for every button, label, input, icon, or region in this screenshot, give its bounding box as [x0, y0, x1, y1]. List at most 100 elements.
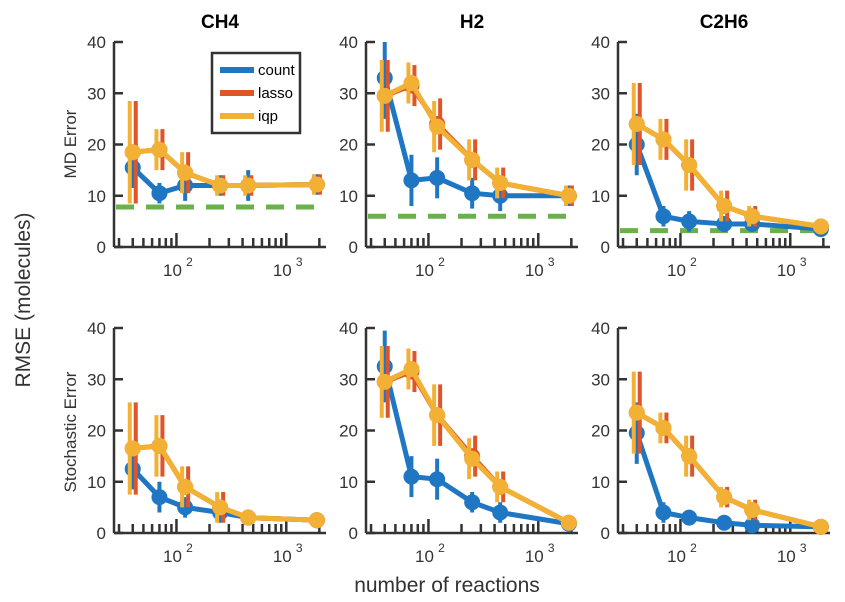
y-tick-label: 20 — [591, 422, 610, 441]
data-point-count — [376, 69, 393, 86]
data-point-iqp — [376, 373, 393, 390]
y-tick-label: 30 — [591, 370, 610, 389]
data-point-iqp — [429, 118, 446, 135]
data-point-count — [151, 489, 168, 506]
x-tick-exponent: 3 — [800, 255, 807, 269]
data-point-iqp — [151, 437, 168, 454]
y-tick-label: 30 — [339, 370, 358, 389]
data-point-iqp — [716, 198, 733, 214]
y-tick-label: 30 — [87, 84, 106, 103]
data-point-iqp — [716, 489, 733, 506]
x-tick-exponent: 2 — [186, 541, 193, 555]
x-tick-label: 10 — [163, 261, 182, 280]
x-tick-label: 10 — [273, 261, 292, 280]
data-point-iqp — [403, 75, 420, 91]
x-tick-label: 10 — [415, 547, 434, 566]
panel-4: 0 10 20 30 40 10 2 10 3 — [87, 319, 326, 566]
y-tick-label: 0 — [601, 238, 610, 257]
y-tick-label: 30 — [87, 370, 106, 389]
x-tick-exponent: 2 — [690, 541, 697, 555]
x-tick-label: 10 — [777, 261, 796, 280]
data-point-iqp — [177, 478, 194, 495]
x-tick-exponent: 2 — [690, 255, 697, 269]
data-point-iqp — [681, 448, 698, 465]
data-point-count — [464, 494, 481, 511]
data-point-count — [628, 425, 645, 442]
x-tick-label: 10 — [667, 261, 686, 280]
data-point-count — [681, 509, 698, 526]
y-tick-label: 40 — [87, 33, 106, 52]
data-point-iqp — [492, 478, 509, 495]
legend-label-lasso: lasso — [258, 85, 293, 102]
panel-1: CH4 0 10 20 30 40 10 2 10 3 — [87, 12, 326, 280]
y-tick-label: 20 — [591, 136, 610, 155]
x-tick-exponent: 3 — [800, 541, 807, 555]
x-tick-label: 10 — [273, 547, 292, 566]
data-point-count — [151, 185, 168, 202]
row-label-stochastic-error: Stochastic Error — [61, 371, 80, 492]
x-tick-exponent: 2 — [186, 255, 193, 269]
y-tick-label: 30 — [339, 84, 358, 103]
y-tick-label: 0 — [97, 524, 106, 543]
legend-label-count: count — [258, 62, 296, 79]
y-tick-label: 40 — [591, 33, 610, 52]
panel-title: H2 — [460, 12, 484, 33]
series-iqp — [628, 83, 829, 235]
figure-ylabel: RMSE (molecules) — [12, 212, 35, 387]
x-tick-exponent: 3 — [296, 255, 303, 269]
series-iqp — [376, 59, 577, 206]
y-tick-label: 40 — [591, 319, 610, 338]
data-point-count — [628, 136, 645, 153]
data-point-iqp — [744, 208, 761, 225]
data-point-iqp — [812, 518, 829, 535]
data-point-iqp — [560, 514, 577, 531]
data-point-iqp — [681, 157, 698, 173]
y-tick-label: 20 — [87, 422, 106, 441]
x-tick-exponent: 3 — [548, 255, 555, 269]
data-point-count — [744, 517, 761, 534]
y-tick-label: 0 — [349, 238, 358, 257]
y-tick-label: 0 — [601, 524, 610, 543]
panel-2: H2 0 10 20 30 40 10 2 10 3 — [339, 12, 578, 280]
data-point-count — [403, 468, 420, 485]
data-point-iqp — [308, 512, 325, 529]
x-tick-label: 10 — [777, 547, 796, 566]
series-line-count — [382, 77, 569, 199]
panel-6: 0 10 20 30 40 10 2 10 3 — [591, 319, 830, 566]
data-point-iqp — [464, 151, 481, 168]
data-point-iqp — [812, 218, 829, 235]
data-point-count — [403, 172, 420, 189]
data-point-count — [492, 504, 509, 521]
y-tick-label: 40 — [339, 33, 358, 52]
data-point-count — [429, 471, 446, 488]
data-point-count — [716, 514, 733, 531]
data-point-iqp — [429, 407, 446, 424]
y-tick-label: 0 — [349, 524, 358, 543]
data-point-iqp — [464, 450, 481, 467]
y-tick-label: 10 — [339, 473, 358, 492]
data-point-count — [376, 358, 393, 375]
data-point-count — [655, 504, 672, 521]
row-label-md-error: MD Error — [61, 109, 80, 178]
x-tick-label: 10 — [525, 261, 544, 280]
series-line-count — [382, 365, 570, 527]
data-point-iqp — [240, 509, 257, 526]
y-tick-label: 10 — [591, 473, 610, 492]
y-tick-label: 40 — [339, 319, 358, 338]
series-iqp — [124, 100, 325, 204]
data-point-iqp — [376, 87, 393, 104]
x-tick-exponent: 2 — [438, 255, 445, 269]
x-tick-exponent: 3 — [548, 541, 555, 555]
y-tick-label: 40 — [87, 319, 106, 338]
series-line-count — [634, 432, 821, 530]
data-point-count — [464, 185, 481, 202]
data-point-iqp — [655, 131, 672, 148]
y-tick-label: 10 — [87, 473, 106, 492]
y-tick-label: 0 — [97, 238, 106, 257]
data-point-count — [124, 460, 141, 477]
y-tick-label: 10 — [87, 187, 106, 206]
data-point-count — [655, 208, 672, 225]
data-point-iqp — [151, 141, 168, 158]
